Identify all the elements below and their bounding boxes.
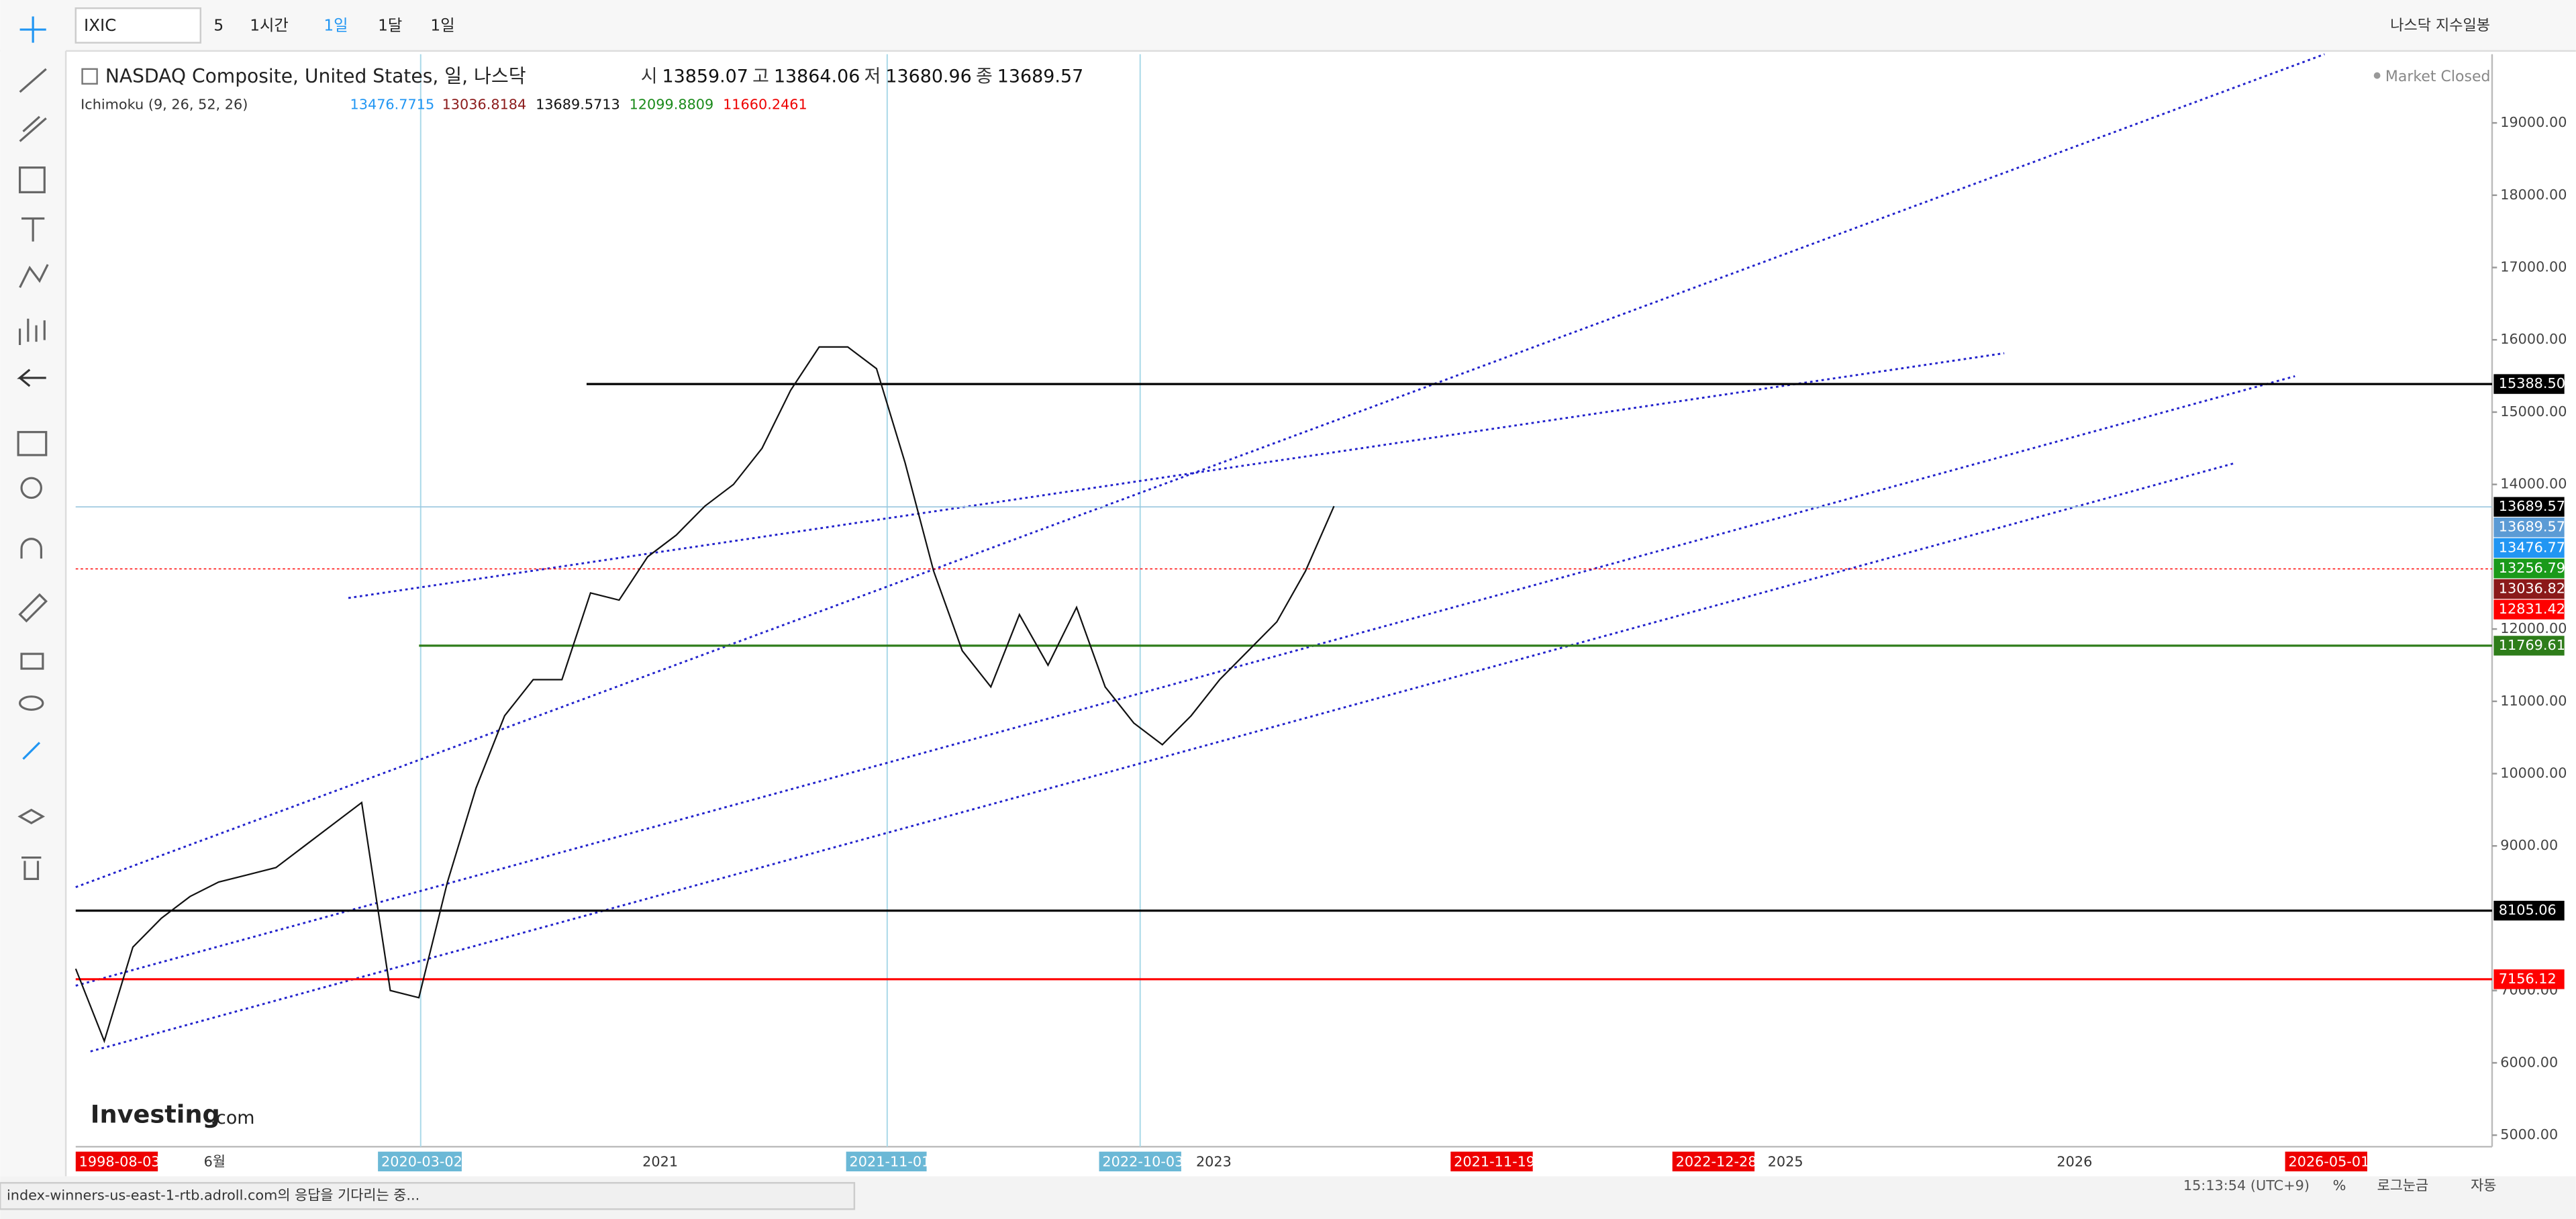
price-tag-label: 13689.57 (2499, 519, 2565, 535)
x-label-box (1450, 1151, 1533, 1172)
x-tick-label: 2021 (642, 1154, 678, 1170)
ohlc-value: 13859.07 (662, 66, 748, 87)
x-tick-label: 2026 (2057, 1154, 2092, 1170)
ohlc-label: 저 (864, 66, 881, 87)
price-tag (2493, 497, 2565, 517)
ohlc-label: 고 (752, 66, 769, 87)
indicator-value: 11660.2461 (723, 97, 807, 113)
y-tick-label: 9000.00 (2500, 837, 2558, 853)
x-label-box (846, 1151, 927, 1172)
crosshair-lines (419, 54, 1141, 1147)
toolbar-button[interactable]: 1시간 (250, 17, 289, 35)
price-tag (2493, 900, 2565, 921)
message-box (0, 1181, 856, 1210)
ohlc-label: 종 (976, 66, 993, 87)
y-tick-label: 12000.00 (2500, 620, 2567, 636)
price-tag (2493, 374, 2565, 394)
trend-channels (75, 53, 2325, 1053)
collapse[interactable] (81, 68, 98, 85)
y-tick-label: 14000.00 (2500, 476, 2567, 492)
price-tag (2493, 518, 2565, 538)
sidebar (0, 0, 66, 1177)
y-tick-label: 10000.00 (2500, 765, 2567, 781)
clock: 15:13:54 (UTC+9) (2183, 1177, 2310, 1193)
y-tick-label: 5000.00 (2500, 1126, 2558, 1142)
price-tag-label: 11769.61 (2499, 637, 2565, 653)
x-tick-label: 2026-05-01 (2288, 1154, 2369, 1170)
x-tick-label: 2021-11-19 (1454, 1154, 1535, 1170)
y-tick-label: 18000.00 (2500, 187, 2567, 203)
x-tick-label: 2023 (1196, 1154, 1232, 1170)
price-tag (2493, 636, 2565, 656)
price-tag-label: 12831.42 (2499, 601, 2565, 617)
indicator: Ichimoku (9, 26, 52, 26) (81, 97, 248, 113)
toolbar-button[interactable]: 1일 (430, 17, 454, 35)
y-tick-label: 11000.00 (2500, 693, 2567, 709)
x-label-box (1099, 1151, 1181, 1172)
y-tick-label: 15000.00 (2500, 403, 2567, 420)
y-tick-label: 16000.00 (2500, 331, 2567, 347)
x-tick-label: 2021-11-01 (850, 1154, 931, 1170)
status-item[interactable]: % (2333, 1177, 2346, 1193)
price-tag (2493, 599, 2565, 620)
x-label-box (2285, 1151, 2367, 1172)
toolbar-button[interactable]: 1달 (378, 17, 402, 35)
status-item[interactable]: 자동 (2471, 1177, 2496, 1193)
symbol[interactable]: IXIC (84, 15, 116, 35)
toolbar-button[interactable]: 5 (213, 17, 224, 35)
indicator-values: 13476.7715 13036.8184 13689.5713 12099.8809… (350, 97, 807, 113)
price-tag-label: 13689.57 (2499, 498, 2565, 514)
price-tag-label: 13036.82 (2499, 580, 2565, 596)
y-tick-label: 19000.00 (2500, 114, 2567, 130)
x-label-box (75, 1151, 158, 1172)
status-item[interactable]: 로그눈금 (2377, 1177, 2429, 1193)
price-tag-label: 13476.77 (2499, 539, 2565, 555)
ohlc: 시 13859.07 고 13864.06 저 13680.96 종 13689.57 (641, 66, 1083, 87)
price-tag (2493, 579, 2565, 599)
x-tick-label: 2025 (1768, 1154, 1803, 1170)
y-tick-label: 6000.00 (2500, 1054, 2558, 1070)
price-tag (2493, 969, 2565, 989)
x-label-box (378, 1151, 462, 1172)
status-message: index-winners-us-east-1-rtb.adroll.com의 … (7, 1187, 419, 1204)
ohlc-value: 13864.06 (774, 66, 860, 87)
x-tick-label: 2022-12-28 (1676, 1154, 1757, 1170)
price-tag-label: 15388.50 (2499, 375, 2565, 391)
indicator-value: 13476.7715 (350, 97, 435, 113)
x-tick-label: 2022-10-03 (1102, 1154, 1183, 1170)
y-tick-label: 17000.00 (2500, 259, 2567, 275)
price-tag (2493, 538, 2565, 558)
ohlc-label: 시 (641, 66, 658, 87)
toolbar (0, 0, 2576, 51)
plot: 5000.006000.007000.009000.0010000.001100… (75, 114, 2567, 1172)
indicator-value: 13036.8184 (442, 97, 527, 113)
ohlc-value: 13680.96 (885, 66, 971, 87)
x-tick-label: 6월 (204, 1154, 226, 1170)
price-tag (2493, 558, 2565, 579)
toolbar-button[interactable]: 1일 (324, 17, 348, 35)
logo-suffix: .com (210, 1108, 254, 1128)
price-tag-label: 13256.79 (2499, 560, 2565, 576)
symbol-box[interactable] (75, 7, 202, 44)
price-tag-label: 7156.12 (2499, 971, 2557, 987)
price-line-series (75, 346, 1335, 1044)
chart-title: NASDAQ Composite, United States, 일, 나스닥 (105, 65, 526, 87)
price-tag-label: 8105.06 (2499, 902, 2557, 918)
ohlc-value: 13689.57 (997, 66, 1083, 87)
market-status: Market Closed (2385, 68, 2491, 85)
tool-icons[interactable] (17, 16, 49, 880)
indicator-value: 13689.5713 (536, 97, 620, 113)
indicator-value: 12099.8809 (630, 97, 714, 113)
x-label-box (1672, 1151, 1755, 1172)
logo: Investing (91, 1100, 220, 1128)
template[interactable]: 나스닥 지수일봉 (2390, 17, 2490, 34)
x-tick-label: 2020-03-02 (381, 1154, 462, 1170)
x-tick-label: 1998-08-03 (79, 1154, 160, 1170)
